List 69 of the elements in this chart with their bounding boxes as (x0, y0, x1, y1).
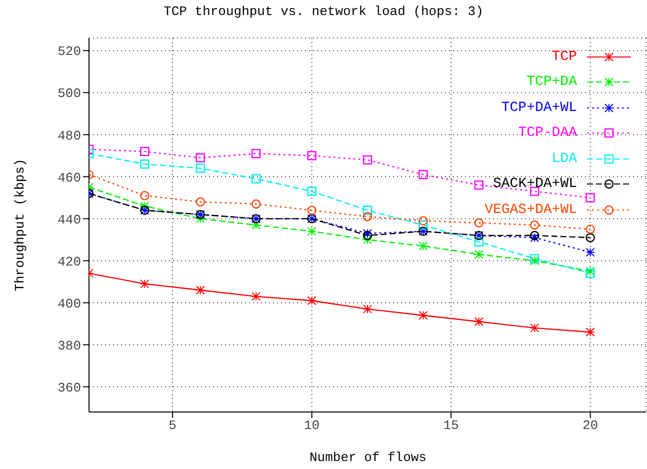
point (362, 206, 372, 215)
point (196, 164, 205, 173)
point (586, 233, 595, 242)
point (418, 216, 428, 226)
y-tick-label: 520 (58, 44, 81, 60)
point (530, 230, 540, 240)
y-tick-label: 380 (58, 338, 81, 354)
x-tick-label: 20 (582, 418, 598, 434)
point (307, 186, 316, 196)
legend-label: SACK+DA+WL (492, 176, 577, 192)
point (474, 180, 484, 190)
point (252, 174, 261, 184)
point (362, 155, 372, 164)
point (363, 304, 372, 314)
legend-label: TCP (552, 48, 577, 65)
y-tick-label: 400 (58, 296, 81, 312)
point (196, 214, 205, 224)
point (140, 202, 150, 211)
point (474, 250, 484, 259)
point (418, 242, 428, 251)
point (140, 159, 150, 169)
point (140, 279, 150, 288)
point (586, 328, 595, 337)
legend-label: TCP+DA (526, 74, 577, 90)
point (252, 199, 261, 209)
y-axis-title: Throughput (kbps) (12, 158, 28, 292)
point (196, 286, 205, 295)
point (196, 153, 205, 162)
point (307, 226, 316, 236)
legend-label: TCP+DA+WL (501, 100, 577, 116)
point (362, 212, 372, 222)
point (307, 296, 316, 306)
point (140, 146, 150, 156)
y-tick-label: 500 (58, 86, 81, 102)
x-axis-title: Number of flows (308, 450, 428, 465)
point (530, 233, 540, 242)
legend-label: LDA (552, 150, 577, 167)
point (363, 235, 372, 244)
legend-label: VEGAS+DA+WL (484, 202, 577, 218)
x-tick-label: 15 (443, 418, 459, 434)
y-tick-label: 420 (58, 254, 81, 270)
point (252, 220, 261, 230)
chart-title: TCP throughput vs. network load (hops: 3) (162, 4, 484, 19)
point (586, 248, 595, 257)
point (252, 292, 261, 301)
y-tick-label: 480 (58, 128, 81, 144)
point (140, 190, 150, 200)
y-tick-label: 460 (58, 170, 81, 186)
y-tick-label: 440 (58, 212, 81, 228)
point (418, 170, 428, 180)
point (530, 220, 540, 230)
point (586, 193, 595, 202)
point (418, 310, 428, 320)
point (418, 220, 428, 230)
point (307, 206, 316, 215)
legend-label: TCP-DAA (518, 125, 577, 142)
point (307, 151, 316, 160)
y-tick-label: 360 (58, 380, 81, 396)
point (363, 228, 372, 238)
point (252, 148, 261, 158)
point (530, 323, 540, 332)
point (586, 224, 595, 234)
point (196, 197, 205, 206)
x-tick-label: 5 (168, 418, 176, 434)
x-tick-label: 10 (304, 418, 320, 434)
point (474, 317, 484, 326)
point (474, 237, 484, 246)
point (362, 230, 372, 240)
point (474, 218, 484, 228)
